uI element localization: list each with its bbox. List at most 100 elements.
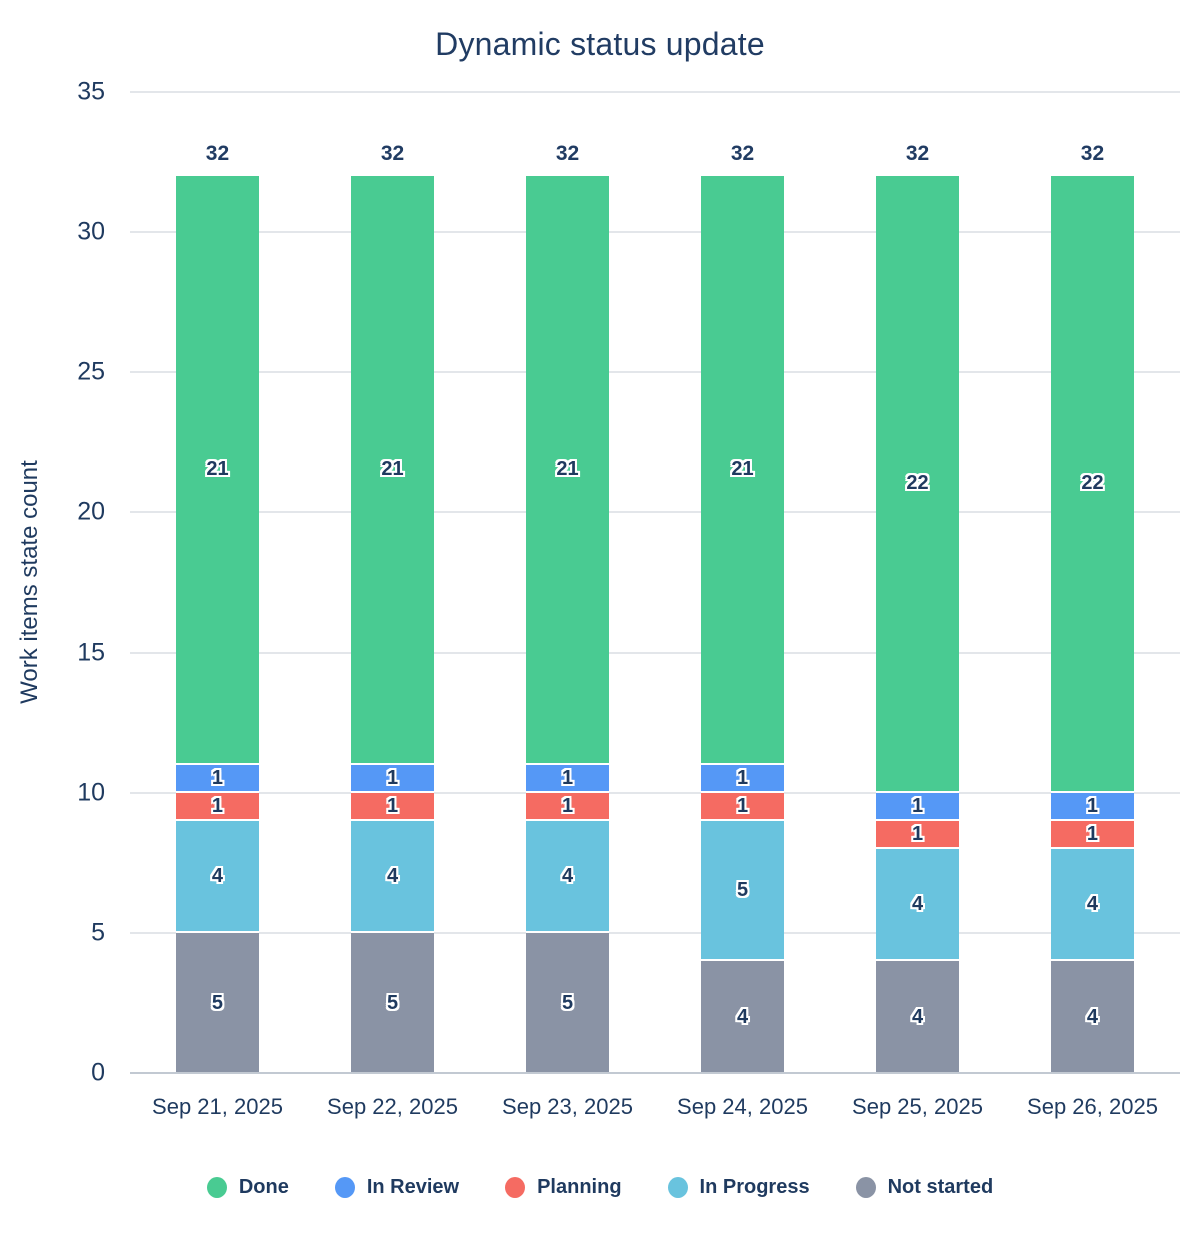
y-tick-label-35: 35 [77, 77, 105, 106]
segment-value-label: 4 [1086, 892, 1099, 915]
bar-sep-25-2025: 4 4 1 1 22 32 [876, 142, 959, 1073]
bar-segment-done[interactable]: 21 [701, 176, 784, 765]
bar-total-label: 32 [730, 142, 755, 166]
bar-segment-in-progress[interactable]: 4 [351, 820, 434, 933]
legend-item-done[interactable]: Done [206, 1176, 289, 1199]
segment-value-label: 1 [1086, 822, 1099, 845]
legend-marker-planning-icon [505, 1177, 526, 1198]
bar-segment-in-progress[interactable]: 4 [526, 820, 609, 933]
bar-segment-not-started[interactable]: 4 [701, 960, 784, 1073]
segment-value-label: 4 [1086, 1005, 1099, 1028]
bar-segment-done[interactable]: 21 [351, 176, 434, 765]
legend-marker-done-icon [206, 1177, 227, 1198]
legend-marker-in-review-icon [334, 1177, 355, 1198]
bar-segment-not-started[interactable]: 4 [1050, 960, 1134, 1073]
gridline-10 [130, 791, 1180, 794]
gridline-5 [130, 931, 1180, 934]
legend-item-label: Done [238, 1176, 289, 1198]
segment-value-label: 1 [911, 794, 924, 817]
bar-total-label: 32 [1080, 142, 1105, 166]
bar-segment-not-started[interactable]: 5 [351, 932, 434, 1073]
bar-segment-done[interactable]: 22 [876, 176, 959, 793]
bar-segment-in-review[interactable]: 1 [876, 792, 959, 821]
bar-segment-done[interactable]: 21 [526, 176, 609, 765]
segment-value-label: 21 [381, 458, 404, 481]
bar-segment-in-review[interactable]: 1 [701, 764, 784, 793]
segment-value-label: 21 [556, 458, 579, 481]
segment-value-label: 1 [386, 794, 399, 817]
bar-sep-21-2025: 5 4 1 1 21 32 [175, 142, 259, 1073]
legend-marker-in-progress-icon [667, 1177, 688, 1198]
bar-segment-planning[interactable]: 1 [701, 792, 784, 821]
legend-item-planning[interactable]: Planning [505, 1176, 622, 1199]
bar-segment-in-review[interactable]: 1 [175, 764, 259, 793]
bar-segment-done[interactable]: 21 [175, 176, 259, 765]
bar-segment-not-started[interactable]: 5 [175, 932, 259, 1073]
y-tick-label-10: 10 [77, 778, 105, 807]
legend-item-in-progress[interactable]: In Progress [667, 1176, 810, 1199]
plot-area: 0 5 10 15 20 25 30 35 5 4 1 1 21 32 5 4 1 1 21 32 5 4 1 1 21 32 4 5… [77, 78, 1180, 1087]
bar-segment-planning[interactable]: 1 [1050, 820, 1134, 849]
segment-value-label: 1 [561, 794, 574, 817]
segment-value-label: 1 [561, 766, 574, 789]
gridline-30 [130, 231, 1180, 234]
segment-value-label: 5 [211, 991, 224, 1014]
bar-segment-in-progress[interactable]: 4 [876, 848, 959, 961]
gridline-35 [130, 91, 1180, 93]
bar-sep-26-2025: 4 4 1 1 22 32 [1050, 142, 1134, 1073]
bar-total-label: 32 [380, 142, 405, 166]
bar-segment-planning[interactable]: 1 [351, 792, 434, 821]
x-axis-label-sep-26-2025: Sep 26, 2025 [1027, 1094, 1158, 1119]
bar-segment-in-progress[interactable]: 4 [175, 820, 259, 933]
segment-value-label: 1 [736, 794, 749, 817]
bar-sep-22-2025: 5 4 1 1 21 32 [351, 142, 434, 1073]
segment-value-label: 4 [911, 1005, 924, 1028]
y-axis-title: Work items state count [16, 460, 43, 704]
bar-segment-planning[interactable]: 1 [526, 792, 609, 821]
segment-value-label: 4 [911, 892, 924, 915]
x-axis-label-sep-22-2025: Sep 22, 2025 [327, 1094, 458, 1119]
segment-value-label: 5 [561, 991, 574, 1014]
segment-value-label: 1 [736, 766, 749, 789]
y-tick-label-0: 0 [91, 1058, 105, 1087]
bar-segment-not-started[interactable]: 5 [526, 932, 609, 1073]
segment-value-label: 4 [736, 1005, 749, 1028]
gridline-20 [130, 511, 1180, 514]
bar-total-label: 32 [905, 142, 930, 166]
gridline-0 [130, 1072, 1180, 1074]
gridline-15 [130, 651, 1180, 654]
y-tick-label-5: 5 [91, 918, 105, 947]
legend-item-in-review[interactable]: In Review [334, 1176, 460, 1199]
bar-segment-in-review[interactable]: 1 [526, 764, 609, 793]
bar-segment-planning[interactable]: 1 [175, 792, 259, 821]
bar-sep-24-2025: 4 5 1 1 21 32 [701, 142, 784, 1073]
bar-segment-in-review[interactable]: 1 [1050, 792, 1134, 821]
legend-marker-not-started-icon [855, 1177, 876, 1198]
bar-sep-23-2025: 5 4 1 1 21 32 [526, 142, 609, 1073]
segment-value-label: 1 [211, 766, 224, 789]
legend-item-label: Planning [537, 1176, 622, 1198]
bar-segment-in-progress[interactable]: 5 [701, 820, 784, 961]
y-tick-label-25: 25 [77, 357, 105, 386]
bar-segment-not-started[interactable]: 4 [876, 960, 959, 1073]
y-tick-label-20: 20 [77, 497, 105, 526]
y-tick-label-30: 30 [77, 217, 105, 246]
legend-item-label: Not started [887, 1176, 994, 1198]
legend-item-not-started[interactable]: Not started [855, 1176, 994, 1199]
x-axis-label-sep-23-2025: Sep 23, 2025 [502, 1094, 633, 1119]
x-axis-labels: Sep 21, 2025 Sep 22, 2025 Sep 23, 2025 Sep … [130, 1094, 1180, 1120]
bar-segment-in-progress[interactable]: 4 [1050, 848, 1134, 961]
segment-value-label: 4 [386, 864, 399, 887]
segment-value-label: 1 [211, 794, 224, 817]
segment-value-label: 1 [386, 766, 399, 789]
bar-segment-done[interactable]: 22 [1050, 176, 1134, 793]
legend-item-label: In Review [366, 1176, 460, 1198]
bar-segment-in-review[interactable]: 1 [351, 764, 434, 793]
segment-value-label: 22 [1081, 472, 1104, 495]
segment-value-label: 4 [561, 864, 574, 887]
segment-value-label: 1 [911, 822, 924, 845]
segment-value-label: 21 [731, 458, 754, 481]
gridline-25 [130, 371, 1180, 374]
bar-segment-planning[interactable]: 1 [876, 820, 959, 849]
